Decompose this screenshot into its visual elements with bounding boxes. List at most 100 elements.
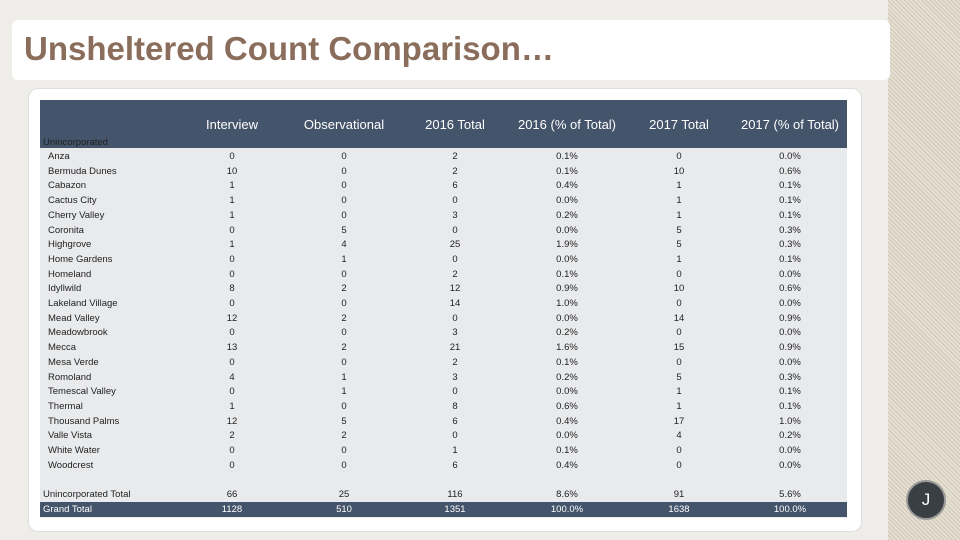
cell: 1.9%: [556, 239, 578, 251]
cell: 0.0%: [779, 459, 801, 471]
subtotal-cell: 91: [673, 489, 685, 500]
cell: 0: [341, 151, 347, 162]
cell: 21: [449, 342, 461, 354]
row-label: Anza: [48, 151, 70, 162]
cell: 4: [341, 239, 347, 251]
cell: 0: [229, 151, 235, 162]
cell: 0: [452, 386, 458, 398]
cell: 12: [226, 415, 238, 427]
cell: 1: [229, 400, 235, 412]
cell: 10: [226, 165, 238, 177]
cell: 0: [676, 459, 682, 471]
total-cell: 100.0%: [773, 504, 807, 515]
cell: 0.9%: [779, 312, 801, 324]
column-header: 2016 Total: [425, 117, 485, 132]
row-label: Mecca: [48, 342, 76, 354]
cell: 0: [229, 268, 235, 280]
cell: 0.0%: [779, 445, 801, 456]
total-bar: [40, 502, 847, 517]
cell: 1.0%: [556, 298, 578, 309]
cell: 4: [229, 371, 235, 383]
cell: 5: [341, 415, 347, 427]
total-cell: 1638: [668, 504, 690, 515]
cell: 0.0%: [556, 253, 578, 265]
cell: 13: [226, 342, 238, 354]
cell: 0: [229, 445, 235, 456]
cell: 14: [673, 312, 685, 324]
cell: 1: [229, 209, 235, 221]
cell: 0.0%: [556, 195, 578, 207]
cell: 0: [676, 151, 682, 162]
cell: 6: [452, 459, 458, 471]
row-label: White Water: [48, 445, 100, 456]
cell: 12: [449, 283, 461, 295]
cell: 0.3%: [779, 239, 801, 251]
cell: 0.9%: [556, 283, 578, 295]
row-label: Idyllwild: [48, 283, 82, 295]
cell: 2: [341, 342, 347, 354]
subtotal-label: Unincorporated Total: [43, 489, 131, 500]
badge: J: [906, 480, 946, 520]
cell: 6: [452, 180, 458, 192]
cell: 0.9%: [779, 342, 801, 354]
row-label: Coronita: [48, 224, 84, 236]
cell: 0.1%: [556, 151, 578, 162]
row-label: Lakeland Village: [48, 298, 118, 309]
column-header: Observational: [303, 117, 385, 132]
cell: 0: [676, 327, 682, 339]
section-label: Unincorporated: [43, 137, 108, 148]
row-label: Bermuda Dunes: [48, 165, 117, 177]
cell: 0: [229, 298, 235, 309]
subtotal-cell: 66: [226, 489, 238, 500]
cell: 2: [452, 165, 458, 177]
cell: 1: [229, 180, 235, 192]
row-label: Woodcrest: [48, 459, 94, 471]
cell: 0: [341, 195, 347, 207]
cell: 3: [452, 327, 458, 339]
cell: 5: [676, 239, 682, 251]
cell: 1: [676, 195, 682, 207]
header-bar: [40, 100, 847, 148]
cell: 0.0%: [556, 386, 578, 398]
row-label: Thousand Palms: [48, 415, 120, 427]
cell: 0.3%: [779, 224, 801, 236]
cell: 1: [452, 445, 458, 456]
cell: 2: [229, 430, 235, 442]
cell: 0: [452, 224, 458, 236]
cell: 0: [229, 356, 235, 368]
cell: 0.2%: [556, 209, 578, 221]
cell: 3: [452, 371, 458, 383]
cell: 8: [452, 400, 458, 412]
cell: 0.3%: [779, 371, 801, 383]
cell: 0.0%: [779, 151, 801, 162]
row-label: Cactus City: [48, 195, 97, 207]
cell: 0.2%: [556, 371, 578, 383]
column-header: 2017 (% of Total): [740, 117, 840, 132]
cell: 10: [673, 165, 685, 177]
cell: 0.2%: [556, 327, 578, 339]
cell: 0.0%: [779, 268, 801, 280]
cell: 0.4%: [556, 180, 578, 192]
cell: 8: [229, 283, 235, 295]
column-header: Interview: [205, 117, 259, 132]
cell: 0: [341, 445, 347, 456]
cell: 17: [673, 415, 685, 427]
cell: 6: [452, 415, 458, 427]
cell: 5: [341, 224, 347, 236]
cell: 0: [341, 298, 347, 309]
cell: 2: [452, 356, 458, 368]
cell: 2: [341, 312, 347, 324]
cell: 0.1%: [556, 445, 578, 456]
total-cell: 510: [336, 504, 352, 515]
cell: 0.1%: [556, 268, 578, 280]
cell: 0.6%: [779, 165, 801, 177]
row-label: Home Gardens: [48, 253, 113, 265]
cell: 0: [676, 356, 682, 368]
cell: 0.1%: [779, 386, 801, 398]
cell: 12: [226, 312, 238, 324]
total-label: Grand Total: [43, 504, 92, 515]
cell: 0: [229, 459, 235, 471]
cell: 0.1%: [779, 400, 801, 412]
cell: 14: [449, 298, 461, 309]
cell: 0: [676, 445, 682, 456]
